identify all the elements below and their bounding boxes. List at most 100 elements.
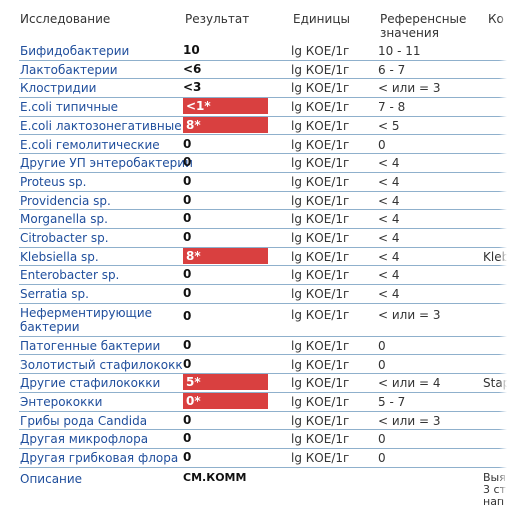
table-row: Serratia sp. 0 lg КОЕ/1г < 4 xyxy=(0,285,507,304)
row-divider xyxy=(19,265,507,267)
study-name: Другие УП энтеробактерии xyxy=(20,156,193,171)
reference-range: 5 - 7 xyxy=(378,394,406,409)
study-name: Энтерококки xyxy=(20,394,103,409)
description-label: Описание xyxy=(20,471,83,486)
study-name: E.coli гемолитические xyxy=(20,137,160,152)
row-divider xyxy=(19,209,507,211)
result-value: 0 xyxy=(183,155,192,170)
result-value: 0 xyxy=(183,356,192,371)
result-value: 0 xyxy=(183,211,192,226)
reference-range: 0 xyxy=(378,338,386,353)
right-edge-fade xyxy=(499,0,507,500)
reference-range: < 4 xyxy=(378,156,400,171)
table-row: Клостридии <3 lg КОЕ/1г < или = 3 xyxy=(0,79,507,99)
reference-range: 0 xyxy=(378,432,386,447)
row-divider xyxy=(19,190,507,192)
table-row: Citrobacter sp. 0 lg КОЕ/1г < 4 xyxy=(0,229,507,248)
header-result: Результат xyxy=(185,12,250,26)
units: lg КОЕ/1г xyxy=(291,338,350,353)
row-divider xyxy=(19,302,507,304)
study-name: Proteus sp. xyxy=(20,174,87,189)
reference-range: < 4 xyxy=(378,193,400,208)
study-name: Другие стафилококки xyxy=(20,376,161,391)
row-divider xyxy=(19,246,507,248)
result-value: 0 xyxy=(183,136,192,151)
reference-range: < 4 xyxy=(378,174,400,189)
header-units: Единицы xyxy=(293,12,350,26)
result-value: <3 xyxy=(183,80,202,95)
result-value: <6 xyxy=(183,61,202,76)
units: lg КОЕ/1г xyxy=(291,231,350,245)
units: lg КОЕ/1г xyxy=(291,268,350,283)
units: lg КОЕ/1г xyxy=(291,118,350,133)
row-divider xyxy=(19,284,507,286)
table-header: Исследование Результат Единицы Референсн… xyxy=(0,0,507,42)
reference-range: < или = 3 xyxy=(378,307,441,322)
study-name: Патогенные бактерии xyxy=(20,338,161,353)
study-name: Неферментирующие бактерии xyxy=(20,305,153,334)
study-name: Другая грибковая флора xyxy=(20,451,179,465)
units: lg КОЕ/1г xyxy=(291,394,350,409)
units: lg КОЕ/1г xyxy=(291,376,350,391)
study-name: Клостридии xyxy=(20,81,97,96)
table-row: Бифидобактерии 10 lg КОЕ/1г 10 - 11 xyxy=(0,42,507,61)
table-row: E.coli лактозонегативные 8* lg КОЕ/1г < 5 xyxy=(0,116,507,136)
row-divider xyxy=(19,466,507,468)
units: lg КОЕ/1г xyxy=(291,432,350,447)
table-row: E.coli гемолитические 0 lg КОЕ/1г 0 xyxy=(0,136,507,155)
row-divider xyxy=(19,410,507,412)
table-row: Morganella sp. 0 lg КОЕ/1г < 4 xyxy=(0,210,507,229)
study-name: Morganella sp. xyxy=(20,212,108,227)
study-name: Citrobacter sp. xyxy=(20,231,109,245)
units: lg КОЕ/1г xyxy=(291,287,350,302)
result-value-flagged: <1* xyxy=(183,98,268,115)
reference-range: 0 xyxy=(378,451,386,465)
result-value: 0 xyxy=(183,230,192,244)
table-row: Другая микрофлора 0 lg КОЕ/1г 0 xyxy=(0,430,507,449)
result-value: 0 xyxy=(183,286,192,301)
table-row: Неферментирующие бактерии 0 lg КОЕ/1г < или… xyxy=(0,304,507,337)
reference-range: < или = 4 xyxy=(378,376,441,391)
study-name: Enterobacter sp. xyxy=(20,268,120,283)
study-name: Лактобактерии xyxy=(20,62,118,77)
result-value-flagged: 5* xyxy=(183,374,268,391)
study-name: E.coli типичные xyxy=(20,100,119,115)
row-divider xyxy=(19,391,507,393)
units: lg КОЕ/1г xyxy=(291,156,350,171)
table-row: Лактобактерии <6 lg КОЕ/1г 6 - 7 xyxy=(0,61,507,80)
study-name: Другая микрофлора xyxy=(20,432,149,447)
reference-range: < 5 xyxy=(378,118,400,133)
row-divider xyxy=(19,335,507,337)
units: lg КОЕ/1г xyxy=(291,357,350,372)
units: lg КОЕ/1г xyxy=(291,81,350,96)
units: lg КОЕ/1г xyxy=(291,212,350,227)
result-value-flagged: 0* xyxy=(183,392,268,409)
result-value-flagged: 8* xyxy=(183,116,268,133)
result-value: 0 xyxy=(183,267,192,282)
result-value: 0 xyxy=(183,173,192,188)
result-value: 0 xyxy=(183,337,192,352)
units: lg КОЕ/1г xyxy=(291,451,350,465)
row-divider xyxy=(19,153,507,155)
study-name: Золотистый стафилококк xyxy=(20,357,183,372)
units: lg КОЕ/1г xyxy=(291,137,350,152)
reference-range: 0 xyxy=(378,357,386,372)
row-divider xyxy=(19,134,507,136)
table-row: Klebsiella sp. 8* lg КОЕ/1г < 4 Kleb xyxy=(0,247,507,267)
row-divider xyxy=(19,447,507,449)
study-name: Грибы рода Candida xyxy=(20,413,148,428)
units: lg КОЕ/1г xyxy=(291,62,350,77)
table-row: Enterobacter sp. 0 lg КОЕ/1г < 4 xyxy=(0,266,507,286)
result-value: 0 xyxy=(183,450,192,464)
reference-range: < или = 3 xyxy=(378,413,441,428)
header-study: Исследование xyxy=(20,12,111,26)
table-row: Другие УП энтеробактерии 0 lg КОЕ/1г < 4 xyxy=(0,154,507,173)
reference-range: < 4 xyxy=(378,231,400,245)
row-divider xyxy=(19,97,507,99)
reference-range: < 4 xyxy=(378,287,400,302)
table-row: Грибы рода Candida 0 lg КОЕ/1г < или = 3 xyxy=(0,412,507,431)
reference-range: 0 xyxy=(378,137,386,152)
header-reference: Референсные значения xyxy=(380,12,467,40)
units: lg КОЕ/1г xyxy=(291,100,350,115)
